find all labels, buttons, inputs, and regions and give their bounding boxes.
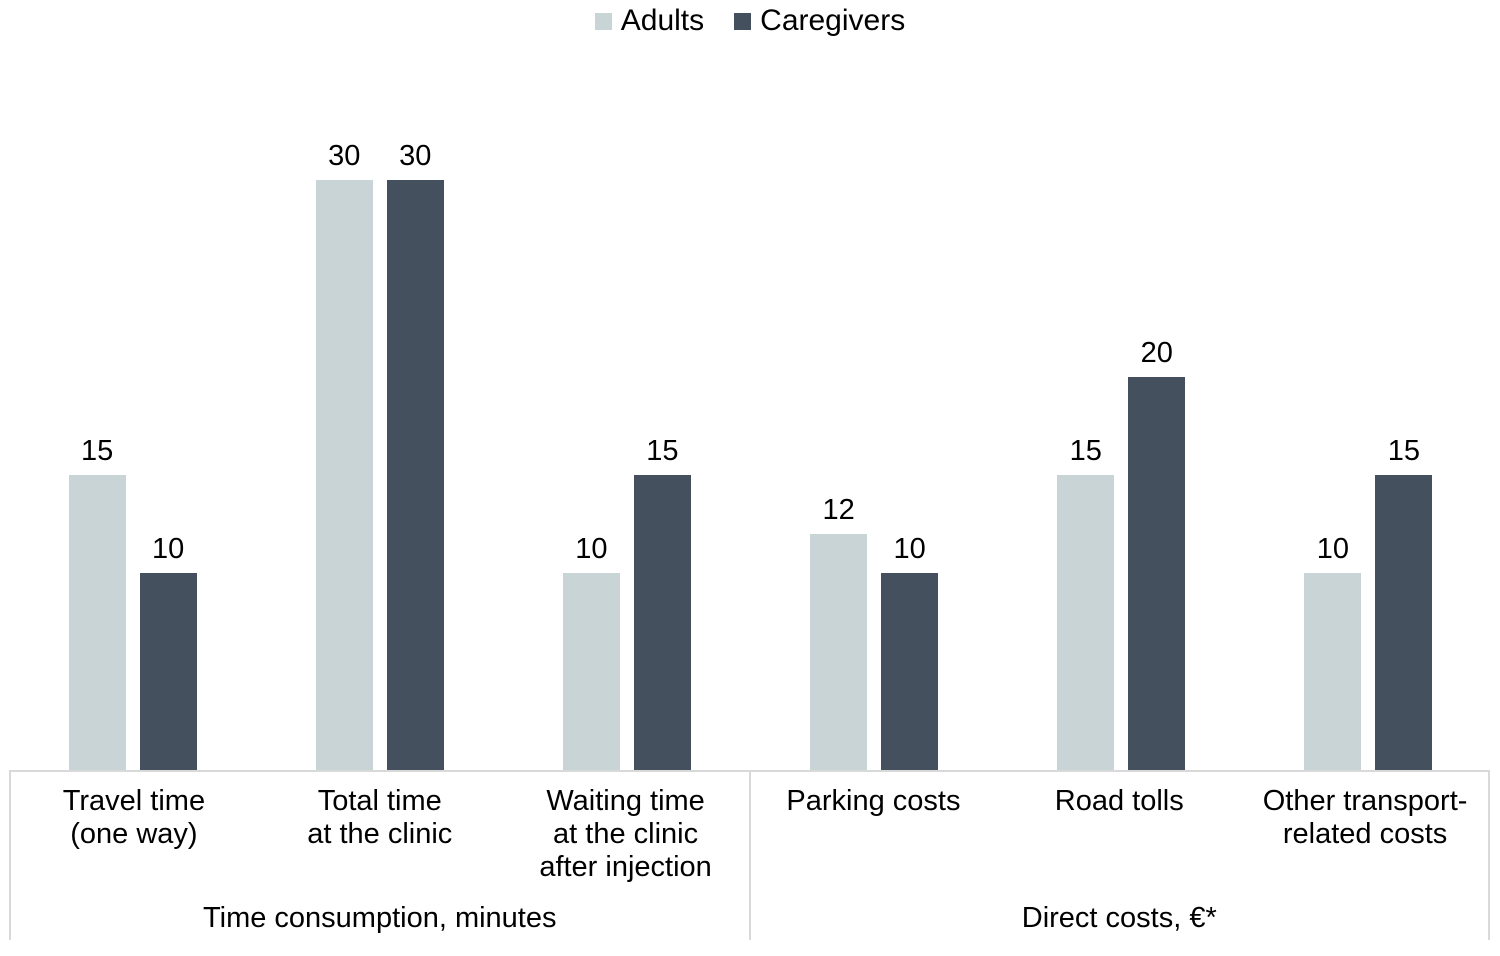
bar-caregivers-other-transport-costs [1375, 475, 1433, 770]
bar-caregivers-travel-time [139, 573, 197, 770]
category-label-other-transport-costs: Other transport-related costs [1242, 772, 1488, 851]
category-label-parking-costs: Parking costs [751, 772, 997, 818]
category-label-line: at the clinic [553, 818, 699, 850]
bar-adults-other-transport-costs [1304, 573, 1362, 770]
category-label-road-tolls: Road tolls [996, 772, 1242, 818]
category-label-line: Waiting time [546, 785, 705, 817]
category-cell-travel-time: 15 10 [9, 0, 256, 770]
legend-item-adults: Adults [594, 4, 705, 38]
value-label-adults-other-transport-costs: 10 [1316, 533, 1350, 566]
category-label-line: Parking costs [786, 785, 961, 817]
bar-adults-waiting-time-after-injection [562, 573, 620, 770]
category-label-line: Total time [317, 785, 442, 817]
bar-caregivers-road-tolls [1128, 376, 1186, 770]
bar-adults-total-time-at-clinic [315, 180, 373, 770]
legend-item-caregivers: Caregivers [734, 4, 905, 38]
category-axis: Travel time (one way) Total time at the cli… [9, 770, 1490, 940]
category-label-line: at the clinic [307, 818, 453, 850]
value-label-adults-waiting-time-after-injection: 10 [575, 533, 608, 566]
value-label-caregivers-parking-costs: 10 [893, 533, 926, 566]
category-cell-other-transport-costs: 10 15 [1245, 0, 1492, 770]
category-label-line: Travel time [62, 785, 206, 817]
category-label-line: after injection [539, 851, 712, 883]
category-label-line: Other transport- [1262, 785, 1468, 817]
bar-adults-road-tolls [1057, 475, 1115, 770]
category-cell-waiting-time-after-injection: 10 15 [503, 0, 750, 770]
legend-swatch-icon [734, 12, 752, 30]
value-label-caregivers-waiting-time-after-injection: 15 [646, 435, 679, 467]
category-cell-total-time-at-clinic: 30 30 [256, 0, 503, 770]
chart-legend: Adults Caregivers [0, 4, 1500, 38]
category-cell-road-tolls: 15 20 [998, 0, 1245, 770]
category-label-waiting-time-after-injection: Waiting time at the clinic after injection [503, 772, 749, 884]
category-label-total-time-at-clinic: Total time at the clinic [257, 772, 503, 851]
group-label-0: Time consumption, minutes [202, 902, 557, 934]
category-label-travel-time: Travel time (one way) [11, 772, 257, 851]
value-label-adults-road-tolls: 15 [1069, 435, 1102, 467]
category-label-line: Road tolls [1054, 785, 1184, 817]
category-label-line: related costs [1282, 818, 1448, 850]
value-label-caregivers-other-transport-costs: 15 [1387, 435, 1421, 467]
value-label-caregivers-road-tolls: 20 [1140, 336, 1173, 369]
plot-area: 15 10 30 30 10 15 12 10 15 20 10 15 [9, 0, 1492, 770]
value-label-adults-travel-time: 15 [80, 435, 114, 467]
legend-label: Adults [620, 4, 705, 37]
value-label-caregivers-total-time-at-clinic: 30 [399, 140, 432, 172]
value-label-adults-parking-costs: 12 [822, 494, 855, 526]
bar-caregivers-parking-costs [881, 573, 939, 770]
bar-adults-travel-time [68, 475, 126, 770]
value-label-caregivers-travel-time: 10 [151, 533, 185, 566]
value-label-adults-total-time-at-clinic: 30 [328, 140, 361, 172]
group-label-1: Direct costs, €* [1021, 902, 1217, 934]
legend-label: Caregivers [760, 4, 906, 37]
bar-caregivers-total-time-at-clinic [386, 180, 444, 770]
bar-caregivers-waiting-time-after-injection [633, 475, 691, 770]
axis-group-0: Travel time (one way) Total time at the cli… [11, 772, 749, 940]
axis-group-1: Parking costs Road tolls Other transport-r… [748, 772, 1489, 940]
category-cell-parking-costs: 12 10 [751, 0, 998, 770]
legend-swatch-icon [594, 12, 612, 30]
category-label-line: (one way) [70, 818, 198, 850]
bar-adults-parking-costs [810, 534, 868, 770]
